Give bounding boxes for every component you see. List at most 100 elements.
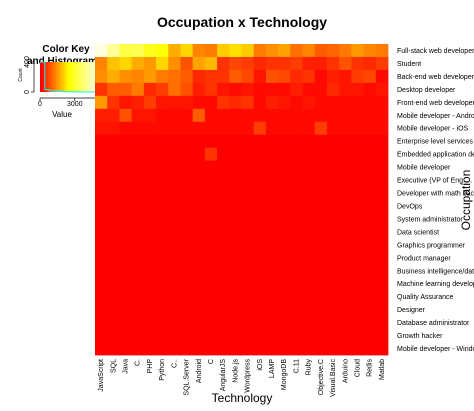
heatmap-cell: [107, 173, 120, 187]
heatmap-cell: [363, 160, 377, 174]
color-key-swatch: [52, 62, 55, 92]
heatmap-cell: [253, 303, 267, 317]
heatmap-cell: [204, 290, 218, 304]
heatmap-cell: [314, 329, 328, 343]
heatmap-cell: [290, 264, 303, 278]
y-tick-label: Executive (VP of Eng.,...: [397, 178, 473, 185]
heatmap-cell: [180, 160, 194, 174]
heatmap-cell: [290, 316, 303, 330]
heatmap-cell: [131, 290, 145, 304]
heatmap-cell: [351, 290, 364, 304]
heatmap-cell: [95, 134, 108, 149]
heatmap-cell: [119, 251, 133, 265]
heatmap-cell: [204, 134, 218, 149]
heatmap-cell: [217, 199, 230, 213]
x-tick-label: Wordpress: [245, 359, 252, 393]
heatmap-cell: [351, 160, 364, 174]
heatmap-cell: [217, 251, 230, 265]
heatmap-cell: [107, 303, 120, 317]
heatmap-cell: [351, 225, 364, 239]
color-key-swatch: [54, 62, 57, 92]
heatmap-cell: [229, 186, 242, 200]
heatmap-cell: [253, 134, 267, 149]
heatmap-cell: [192, 316, 206, 330]
heatmap-cell: [131, 238, 145, 252]
heatmap-cell: [131, 95, 145, 110]
heatmap-cell: [180, 186, 194, 200]
heatmap-cell: [241, 56, 255, 71]
heatmap-cell: [241, 238, 255, 252]
heatmap-cell: [302, 95, 316, 110]
heatmap-cell: [156, 160, 169, 174]
heatmap-cell: [168, 108, 181, 123]
heatmap-cell: [168, 290, 181, 304]
heatmap-cell: [241, 329, 255, 343]
heatmap-cell: [265, 147, 279, 162]
heatmap-cell: [314, 56, 328, 71]
x-tick-label: LAMP: [269, 359, 276, 378]
heatmap-cell: [229, 69, 242, 84]
heatmap-cell: [351, 44, 364, 58]
heatmap-cell: [192, 212, 206, 226]
heatmap-cell: [95, 44, 108, 58]
y-tick-label: Student: [397, 61, 421, 68]
heatmap-cell: [351, 303, 364, 317]
heatmap-cell: [351, 173, 364, 187]
heatmap-cell: [107, 277, 120, 291]
heatmap-cell: [375, 82, 389, 97]
heatmap-cell: [95, 186, 108, 200]
heatmap-cell: [192, 95, 206, 110]
color-key-swatch: [74, 62, 77, 92]
heatmap-cell: [363, 44, 377, 58]
heatmap-cell: [143, 95, 157, 110]
heatmap-cell: [217, 44, 230, 58]
heatmap-cell: [168, 251, 181, 265]
heatmap-cell: [302, 316, 316, 330]
heatmap-cell: [168, 82, 181, 97]
heatmap-cell: [217, 212, 230, 226]
heatmap-cell: [180, 264, 194, 278]
heatmap-cell: [326, 147, 340, 162]
heatmap-cell: [278, 186, 291, 200]
heatmap-cell: [339, 342, 352, 356]
heatmap-cell: [375, 199, 389, 213]
heatmap-cell: [180, 342, 194, 356]
heatmap-cell: [253, 342, 267, 356]
color-key-histogram: [40, 61, 98, 93]
heatmap-cell: [204, 342, 218, 356]
heatmap-cell: [95, 160, 108, 174]
heatmap-cell: [156, 264, 169, 278]
heatmap-cell: [143, 160, 157, 174]
heatmap-cell: [156, 225, 169, 239]
heatmap-cell: [131, 56, 145, 71]
heatmap-cell: [241, 264, 255, 278]
heatmap-cell: [168, 225, 181, 239]
x-tick-label: Python: [159, 359, 166, 381]
heatmap-cell: [229, 56, 242, 71]
heatmap-cell: [143, 225, 157, 239]
heatmap-cell: [95, 82, 108, 97]
heatmap-cell: [351, 342, 364, 356]
heatmap-cell: [290, 44, 303, 58]
heatmap-cell: [241, 342, 255, 356]
heatmap-cell: [95, 277, 108, 291]
heatmap-cell: [314, 212, 328, 226]
heatmap-cell: [168, 186, 181, 200]
heatmap-cell: [180, 277, 194, 291]
heatmap-cell: [363, 199, 377, 213]
heatmap-cell: [351, 121, 364, 136]
heatmap-cell: [119, 69, 133, 84]
heatmap-cell: [131, 134, 145, 149]
heatmap-cell: [302, 173, 316, 187]
heatmap-cell: [119, 56, 133, 71]
heatmap-cell: [375, 147, 389, 162]
heatmap-cell: [326, 329, 340, 343]
heatmap-cell: [278, 199, 291, 213]
heatmap-cell: [302, 251, 316, 265]
heatmap-cell: [107, 147, 120, 162]
heatmap-cell: [217, 121, 230, 136]
heatmap-cell: [339, 134, 352, 149]
heatmap-cell: [326, 264, 340, 278]
heatmap-cell: [290, 121, 303, 136]
heatmap-cell: [253, 225, 267, 239]
